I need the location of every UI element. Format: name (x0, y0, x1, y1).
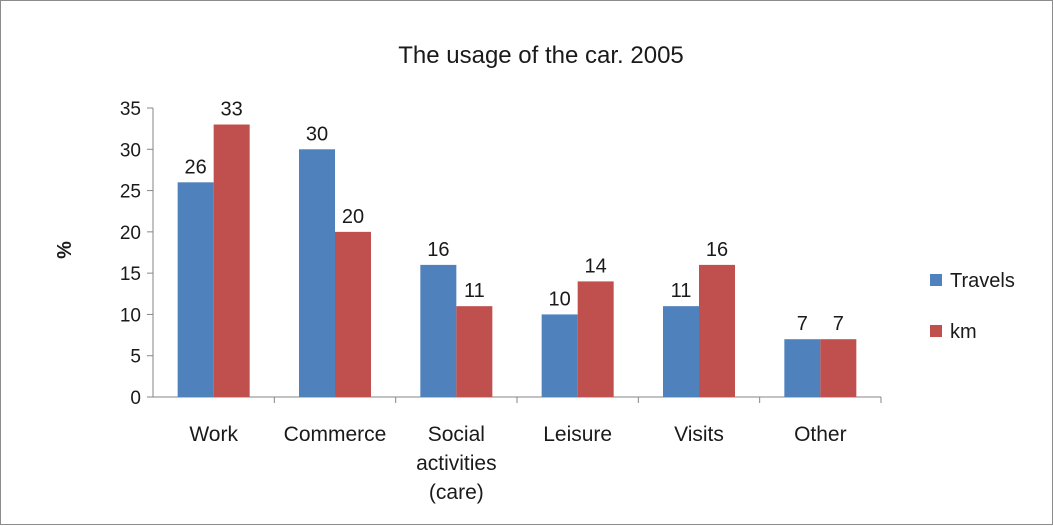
data-label: 10 (549, 288, 571, 310)
y-tick-label: 15 (120, 264, 141, 285)
y-axis-label: % (54, 241, 76, 259)
bar-km-5 (820, 339, 857, 397)
y-tick-label: 30 (120, 140, 141, 161)
y-tick-label: 0 (130, 388, 141, 409)
bar-travels-2 (420, 264, 457, 397)
legend-label-km: km (950, 321, 977, 343)
y-tick-label: 5 (130, 347, 141, 368)
x-tick-label: Leisure (543, 423, 612, 446)
bar-km-4 (699, 264, 735, 397)
legend-swatch-travels (930, 274, 942, 286)
bar-travels-5 (784, 339, 821, 397)
bar-km-0 (213, 124, 250, 397)
x-tick-label: Commerce (284, 423, 387, 446)
x-tick-label: Work (189, 423, 238, 446)
bar-travels-4 (663, 306, 699, 397)
data-label: 7 (833, 313, 844, 335)
legend-label-travels: Travels (950, 270, 1015, 292)
data-label: 33 (221, 99, 243, 121)
axes: 0 5 10 15 20 25 30 35 Work Commerce Social activiti… (120, 99, 882, 504)
chart-title: The usage of the car. 2005 (398, 42, 684, 69)
data-label: 30 (306, 123, 328, 145)
data-label: 20 (342, 206, 364, 228)
data-label: 14 (585, 255, 607, 277)
bar-km-2 (456, 306, 493, 397)
x-tick-label: activities (416, 452, 497, 475)
bar-travels-3 (541, 314, 578, 397)
x-tick-label: Other (794, 423, 847, 446)
legend: Travels km (930, 270, 1015, 343)
data-label: 16 (706, 239, 728, 261)
x-tick-label: (care) (429, 481, 484, 504)
data-label: 11 (671, 280, 692, 302)
y-tick-label: 35 (120, 99, 141, 120)
bar-travels-1 (299, 149, 335, 397)
y-tick-label: 20 (120, 223, 141, 244)
bars (177, 124, 857, 397)
x-tick-label: Social (428, 423, 485, 446)
data-label: 26 (185, 156, 207, 178)
data-label: 11 (464, 280, 485, 302)
legend-swatch-km (930, 325, 942, 337)
y-tick-label: 10 (120, 305, 141, 326)
data-label: 16 (427, 239, 449, 261)
data-labels: 26 33 30 20 16 11 10 14 11 16 7 7 (185, 99, 844, 336)
x-tick-label: Visits (674, 423, 724, 446)
data-label: 7 (797, 313, 808, 335)
bar-km-1 (335, 231, 371, 397)
y-tick-label: 25 (120, 182, 141, 203)
bar-km-3 (577, 281, 614, 397)
bar-travels-0 (177, 182, 214, 397)
